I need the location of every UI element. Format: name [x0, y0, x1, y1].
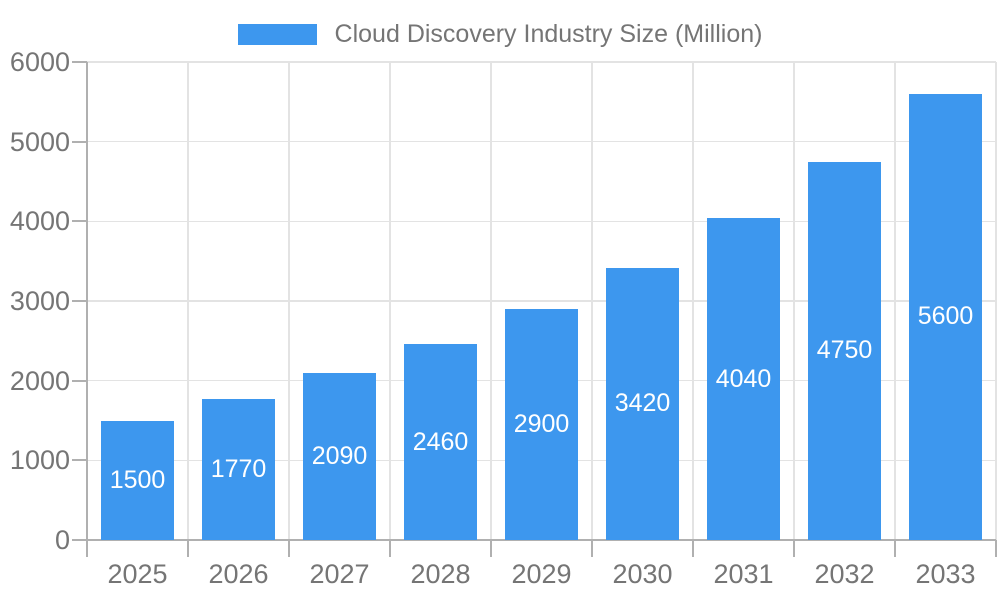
x-axis-tick — [288, 540, 290, 557]
y-axis-tick — [72, 220, 87, 223]
bar-value-label: 5600 — [917, 302, 974, 331]
x-gridline — [187, 62, 189, 540]
bar-2033[interactable]: 5600 — [909, 93, 982, 540]
y-axis-tick — [72, 140, 87, 143]
x-axis-tick — [692, 540, 694, 557]
x-axis-tick — [187, 540, 189, 557]
bar-value-label: 2460 — [412, 427, 469, 456]
legend-label: Cloud Discovery Industry Size (Million) — [334, 20, 763, 48]
y-axis-tick — [72, 61, 87, 63]
y-axis-tick — [72, 300, 87, 302]
x-tick-label: 2029 — [511, 559, 572, 589]
y-tick-label: 4000 — [9, 206, 70, 237]
bar-2026[interactable]: 1770 — [202, 398, 275, 540]
bar-value-label: 2090 — [311, 442, 368, 471]
x-tick-label: 2032 — [814, 559, 875, 589]
y-tick-label: 2000 — [9, 365, 70, 396]
bar-2027[interactable]: 2090 — [303, 373, 376, 540]
x-gridline — [692, 62, 694, 540]
y-gridline — [87, 61, 996, 63]
x-gridline — [591, 62, 593, 540]
y-tick-label: 6000 — [9, 47, 70, 77]
x-tick-label: 2030 — [612, 559, 673, 589]
x-axis-tick — [894, 540, 896, 557]
y-tick-label: 3000 — [9, 286, 70, 316]
y-tick-label: 1000 — [9, 445, 70, 476]
x-tick-label: 2027 — [309, 559, 370, 589]
x-gridline — [894, 62, 896, 540]
x-axis-tick — [490, 540, 492, 557]
y-axis-tick — [72, 459, 87, 462]
x-axis-tick — [591, 540, 593, 557]
bar-2025[interactable]: 1500 — [101, 420, 174, 540]
x-gridline — [389, 62, 391, 540]
legend-swatch-icon — [237, 24, 317, 45]
x-tick-label: 2026 — [208, 559, 269, 589]
y-tick-label: 0 — [54, 525, 70, 555]
bar-2028[interactable]: 2460 — [404, 344, 477, 540]
y-axis-tick — [72, 539, 87, 541]
legend-item[interactable]: Cloud Discovery Industry Size (Million) — [237, 20, 763, 49]
x-tick-label: 2031 — [713, 559, 774, 589]
x-gridline — [793, 62, 795, 540]
x-tick-label: 2025 — [107, 559, 168, 589]
y-gridline — [87, 220, 996, 223]
x-axis-tick — [995, 540, 997, 557]
bar-2032[interactable]: 4750 — [808, 161, 881, 540]
y-gridline — [87, 140, 996, 143]
y-tick-label: 5000 — [9, 126, 70, 157]
y-axis-line — [86, 62, 88, 540]
bar-value-label: 2900 — [513, 409, 570, 438]
bar-value-label: 3420 — [614, 389, 671, 418]
x-gridline — [995, 62, 997, 540]
bar-value-label: 1770 — [210, 454, 267, 483]
bar-2029[interactable]: 2900 — [505, 308, 578, 540]
x-tick-label: 2028 — [410, 559, 471, 589]
legend: Cloud Discovery Industry Size (Million) — [0, 20, 1000, 49]
x-axis-tick — [86, 540, 88, 557]
bar-value-label: 1500 — [109, 465, 166, 494]
y-axis-tick — [72, 379, 87, 382]
x-axis-tick — [389, 540, 391, 557]
y-gridline — [87, 300, 996, 302]
x-tick-label: 2033 — [915, 559, 976, 589]
x-gridline — [490, 62, 492, 540]
x-axis-line — [87, 539, 996, 541]
x-axis-tick — [793, 540, 795, 557]
bar-value-label: 4750 — [816, 336, 873, 365]
bar-2030[interactable]: 3420 — [606, 267, 679, 540]
bar-2031[interactable]: 4040 — [707, 218, 780, 540]
bar-value-label: 4040 — [715, 364, 772, 393]
x-gridline — [288, 62, 290, 540]
